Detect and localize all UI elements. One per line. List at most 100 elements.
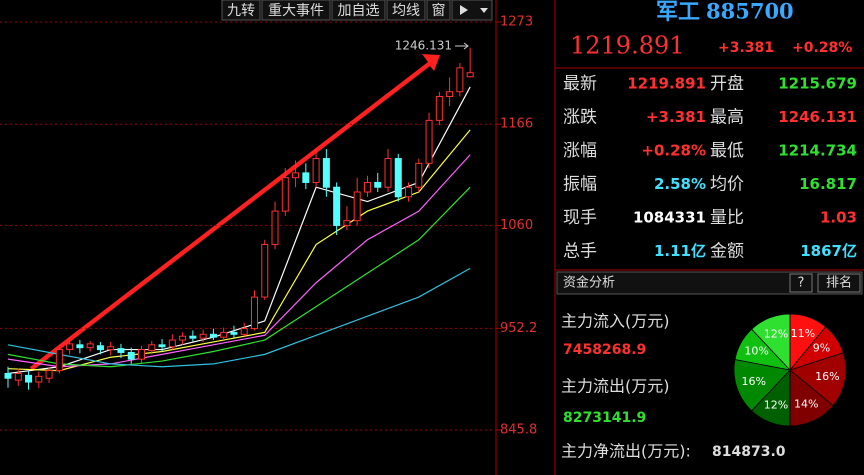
toolbar-button[interactable] <box>221 0 261 21</box>
candle-body <box>96 345 104 351</box>
ma-line <box>7 267 471 368</box>
pie-slice <box>733 359 791 412</box>
field-label: 均价 <box>710 175 744 195</box>
toolbar-label[interactable]: 窗 <box>432 2 446 19</box>
toolbar-label[interactable]: 加自选 <box>338 3 380 19</box>
candle-body <box>322 158 330 188</box>
field-value: 1.11亿 <box>654 242 706 260</box>
candle-body <box>384 158 392 188</box>
field-label: 最高 <box>710 108 744 128</box>
field-label: 最低 <box>710 141 744 161</box>
field-label: 涨幅 <box>563 141 597 161</box>
candle-body <box>35 375 43 383</box>
y-tick-label: 952.2 <box>500 321 537 336</box>
ma-line <box>7 86 471 375</box>
inflow: 7458268.9 <box>563 342 646 358</box>
outflow: 8273141.9 <box>563 410 646 426</box>
pie-label: 11% <box>791 327 815 340</box>
field-value: 1219.891 <box>627 75 706 93</box>
y-tick-label: 1166 <box>500 117 533 132</box>
candle-body <box>425 119 433 164</box>
stock-code: 885700 <box>706 0 794 24</box>
y-tick-label: 1273 <box>500 15 533 30</box>
toolbar-button[interactable] <box>426 0 451 21</box>
candle-body <box>199 333 207 339</box>
panel-title: 资金分析 <box>563 275 615 291</box>
candle-body <box>14 372 22 381</box>
help[interactable]: ? <box>798 276 805 291</box>
candle-body <box>405 186 413 198</box>
y-tick-label: 845.8 <box>500 423 537 438</box>
toolbar-button[interactable] <box>331 0 386 21</box>
candle-body <box>261 244 269 298</box>
candle-body <box>435 95 443 121</box>
pie-label: 12% <box>764 328 788 341</box>
candle-body <box>25 374 33 383</box>
net: 814873.0 <box>712 444 786 460</box>
pie-label: 12% <box>764 398 788 411</box>
ma-line <box>7 186 471 368</box>
candle-body <box>374 181 382 188</box>
field-value: 1867亿 <box>800 242 857 260</box>
field-label: 金额 <box>710 242 744 262</box>
change-pct: +0.28% <box>792 40 852 56</box>
toolbar-label[interactable]: 九转 <box>227 3 255 19</box>
annotation: 1246.131 <box>395 39 452 53</box>
candle-body <box>456 67 464 93</box>
toolbar-label[interactable]: 均线 <box>392 3 420 19</box>
stock-name: 军工 <box>656 0 700 25</box>
candle-body <box>333 186 341 226</box>
field-value: 1246.131 <box>778 108 857 126</box>
field-value: +0.28% <box>641 142 706 160</box>
toolbar-button[interactable] <box>261 0 331 21</box>
candle-body <box>281 177 289 212</box>
candle-body <box>76 344 84 349</box>
candle-body <box>66 343 74 351</box>
outflow-label: 主力流出(万元) <box>561 377 670 396</box>
candle-body <box>117 348 125 353</box>
candle-body <box>127 351 135 360</box>
toolbar-label[interactable]: 重大事件 <box>268 3 324 19</box>
pie-label: 16% <box>742 375 766 388</box>
candle-body <box>250 296 258 330</box>
rank-button[interactable] <box>817 273 861 293</box>
candle-body <box>55 349 63 372</box>
pie-label: 10% <box>744 345 768 358</box>
pie-label: 9% <box>813 342 830 355</box>
toolbar-icon[interactable] <box>451 0 493 21</box>
rank[interactable]: 排名 <box>826 275 852 291</box>
candle-body <box>271 210 279 246</box>
candle-body <box>148 344 156 352</box>
candle-body <box>415 162 423 188</box>
price: 1219.891 <box>570 32 685 60</box>
field-label: 现手 <box>563 208 597 228</box>
candle-body <box>189 335 197 339</box>
field-label: 开盘 <box>710 74 744 94</box>
candle-body <box>394 158 402 198</box>
inflow-label: 主力流入(万元) <box>561 312 670 331</box>
annotation-arrow <box>455 42 469 50</box>
candle-body <box>302 172 310 183</box>
candle-body <box>107 346 115 351</box>
field-value: 1215.679 <box>778 75 857 93</box>
field-value: +3.381 <box>646 108 706 126</box>
help-button[interactable] <box>789 273 813 293</box>
toolbar-icon[interactable] <box>460 5 488 15</box>
candle-body <box>220 331 228 338</box>
pie-slice <box>751 313 791 372</box>
field-label: 量比 <box>710 208 744 228</box>
candle-body <box>86 343 94 349</box>
candle-body <box>230 331 238 335</box>
candle-body <box>353 191 361 222</box>
candle-body <box>240 328 248 335</box>
y-tick-label: 1060 <box>500 218 533 233</box>
toolbar-button[interactable] <box>386 0 426 21</box>
field-value: 2.58% <box>654 175 706 193</box>
ma-line <box>7 129 471 372</box>
candle-body <box>312 158 320 183</box>
trend-arrow <box>30 54 440 371</box>
candle-body <box>138 349 146 360</box>
